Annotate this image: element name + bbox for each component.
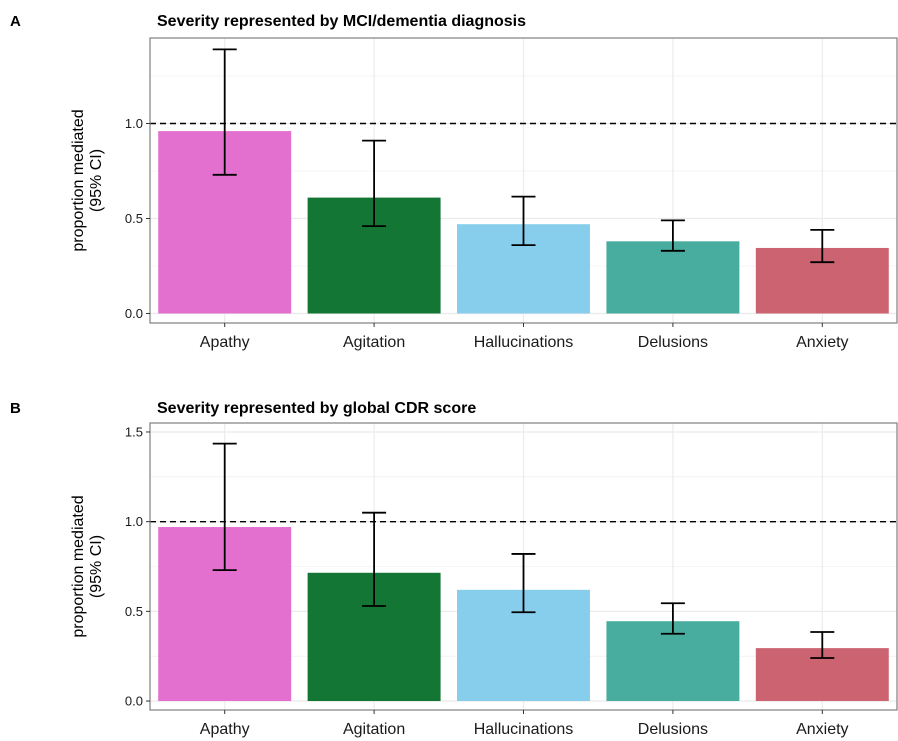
y-axis-title: proportion mediated (95% CI) bbox=[70, 495, 105, 637]
x-tick-label: Apathy bbox=[200, 721, 250, 738]
y-tick-label: 1.0 bbox=[125, 116, 143, 131]
panel-letter: B bbox=[10, 400, 21, 417]
y-axis-title-line2: (95% CI) bbox=[88, 149, 105, 212]
errorbar-delusions bbox=[660, 219, 685, 252]
errorbar-anxiety bbox=[810, 631, 835, 659]
y-tick-label: 1.5 bbox=[125, 424, 143, 439]
chart-title: Severity represented by MCI/dementia dia… bbox=[157, 13, 526, 30]
y-tick-label: 1.0 bbox=[125, 514, 143, 529]
y-axis-title-line2: (95% CI) bbox=[88, 535, 105, 598]
x-tick-label: Delusions bbox=[638, 334, 708, 351]
x-tick-label: Hallucinations bbox=[474, 334, 574, 351]
y-axis-title: proportion mediated (95% CI) bbox=[70, 109, 105, 251]
errorbar-agitation bbox=[362, 139, 387, 228]
y-tick-label: 0.5 bbox=[125, 211, 143, 226]
y-tick-label: 0.0 bbox=[125, 306, 143, 321]
errorbar-hallucinations bbox=[511, 553, 536, 614]
y-tick-label: 0.5 bbox=[125, 604, 143, 619]
x-tick-label: Delusions bbox=[638, 721, 708, 738]
x-tick-label: Anxiety bbox=[796, 334, 848, 351]
errorbar-agitation bbox=[362, 511, 387, 607]
errorbar-anxiety bbox=[810, 228, 835, 264]
x-tick-label: Anxiety bbox=[796, 721, 848, 738]
panel-letter: A bbox=[10, 13, 21, 30]
errorbar-apathy bbox=[212, 48, 237, 176]
x-tick-label: Apathy bbox=[200, 334, 250, 351]
errorbar-delusions bbox=[660, 602, 685, 635]
chart-panel-b: B Severity represented by global CDR scor… bbox=[10, 400, 898, 738]
x-tick-label: Agitation bbox=[343, 334, 405, 351]
errorbar-apathy bbox=[212, 442, 237, 571]
bar-delusions bbox=[606, 241, 740, 314]
y-axis-title-line1: proportion mediated bbox=[70, 109, 87, 251]
chart-title: Severity represented by global CDR score bbox=[157, 400, 476, 417]
x-tick-label: Hallucinations bbox=[474, 721, 574, 738]
errorbar-hallucinations bbox=[511, 195, 536, 247]
y-tick-label: 0.0 bbox=[125, 694, 143, 709]
x-tick-label: Agitation bbox=[343, 721, 405, 738]
chart-panel-a: A Severity represented by MCI/dementia di… bbox=[10, 13, 898, 351]
y-axis-title-line1: proportion mediated bbox=[70, 495, 87, 637]
